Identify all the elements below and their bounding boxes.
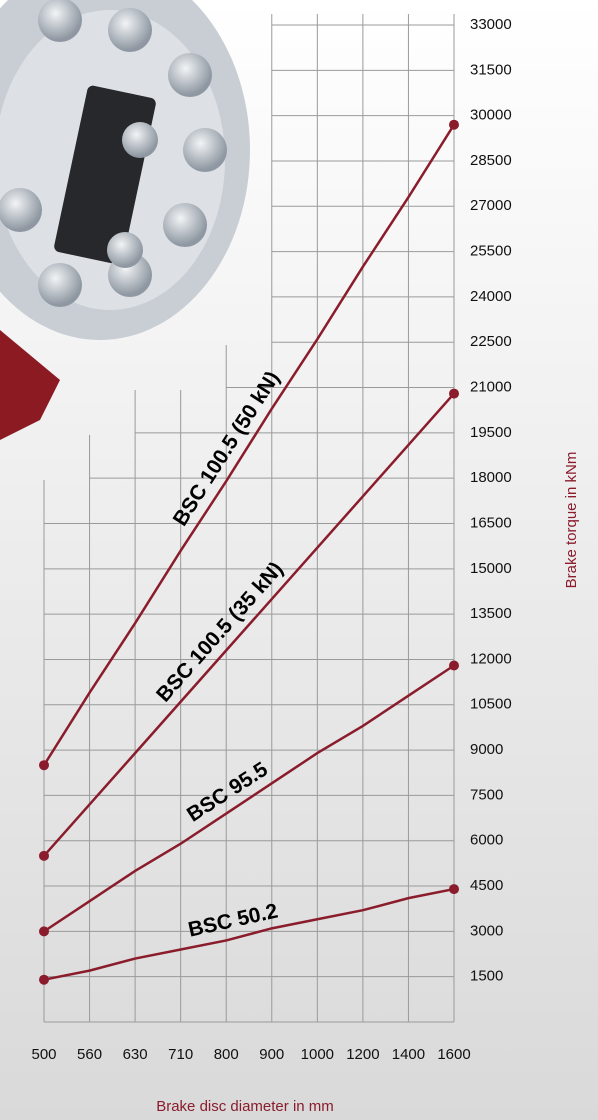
y-tick-label: 19500: [470, 424, 512, 441]
y-tick-label: 31500: [470, 61, 512, 78]
y-tick-label: 27000: [470, 197, 512, 214]
x-tick-label: 1400: [392, 1046, 425, 1063]
series-line: [42, 124, 456, 766]
x-tick-label: 710: [168, 1046, 193, 1063]
end-marker: [39, 760, 49, 771]
y-tick-label: 25500: [470, 243, 512, 260]
end-marker: [39, 926, 49, 937]
end-marker: [39, 850, 49, 861]
y-tick-label: 16500: [470, 514, 512, 531]
y-tick-label: 7500: [470, 786, 503, 803]
y-tick-label: 15000: [470, 560, 512, 577]
y-tick-label: 4500: [470, 877, 503, 894]
brake-photo: [0, 0, 250, 440]
y-tick-label: 24000: [470, 288, 512, 305]
y-tick-label: 28500: [470, 152, 512, 169]
end-marker: [449, 660, 459, 671]
y-tick-label: 9000: [470, 741, 503, 758]
y-tick-label: 21000: [470, 379, 512, 396]
end-marker: [449, 884, 459, 895]
x-tick-label: 1600: [437, 1046, 470, 1063]
x-tick-label: 800: [214, 1046, 239, 1063]
series-line: [43, 392, 455, 857]
y-tick-label: 10500: [470, 696, 512, 713]
y-tick-label: 18000: [470, 469, 512, 486]
y-tick-label: 12000: [470, 650, 512, 667]
x-tick-label: 560: [77, 1046, 102, 1063]
x-tick-label: 1200: [346, 1046, 379, 1063]
series-line: [43, 887, 455, 981]
x-axis-title: Brake disc diameter in mm: [156, 1098, 334, 1115]
y-tick-label: 1500: [470, 968, 503, 985]
y-tick-label: 33000: [470, 16, 512, 33]
x-tick-label: 900: [259, 1046, 284, 1063]
x-tick-label: 630: [123, 1046, 148, 1063]
end-marker: [449, 119, 459, 130]
x-tick-label: 1000: [301, 1046, 334, 1063]
y-axis-title: Brake torque in kNm: [563, 452, 580, 589]
y-tick-label: 22500: [470, 333, 512, 350]
y-tick-label: 30000: [470, 107, 512, 124]
y-tick-label: 3000: [470, 922, 503, 939]
series-line: [43, 664, 455, 933]
end-marker: [449, 388, 459, 399]
end-marker: [39, 974, 49, 985]
y-tick-label: 6000: [470, 832, 503, 849]
y-tick-label: 13500: [470, 605, 512, 622]
x-tick-label: 500: [31, 1046, 56, 1063]
